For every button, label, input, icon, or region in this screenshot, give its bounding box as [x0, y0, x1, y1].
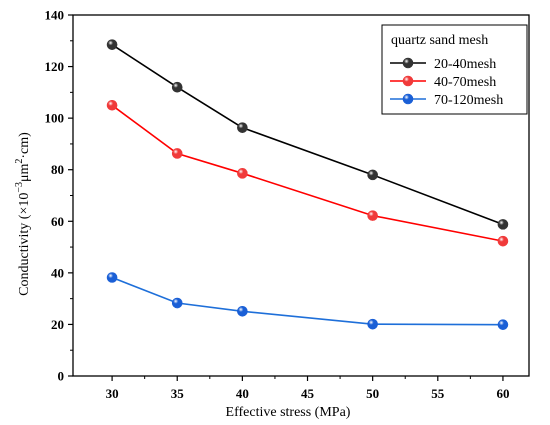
data-point — [171, 148, 183, 159]
data-point — [171, 81, 183, 93]
data-point — [106, 39, 118, 50]
x-tick-label: 40 — [236, 386, 249, 401]
data-point — [497, 235, 509, 247]
data-point — [171, 297, 183, 309]
data-point — [497, 319, 509, 330]
data-point — [106, 99, 118, 111]
x-tick-label: 30 — [106, 386, 119, 401]
legend-marker — [402, 57, 414, 69]
y-tick-label: 0 — [58, 369, 65, 384]
y-axis-ticks: 0 20 40 60 80 100 120 140 — [45, 8, 73, 384]
legend-label: 40-70mesh — [434, 75, 496, 90]
y-tick-label: 100 — [45, 111, 65, 126]
y-tick-label: 140 — [45, 8, 65, 23]
legend-marker — [402, 93, 414, 105]
series-layer — [106, 39, 509, 330]
y-tick-label: 120 — [45, 59, 65, 74]
legend-marker — [402, 75, 414, 87]
series-line-70-120mesh — [111, 276, 503, 326]
x-axis-title: Effective stress (MPa) — [226, 405, 351, 420]
data-point — [367, 318, 378, 330]
legend: quartz sand mesh 20-40mesh 40-70mesh 70-12… — [381, 24, 528, 115]
x-tick-label: 50 — [366, 386, 379, 401]
y-tick-label: 80 — [51, 162, 64, 177]
legend-label: 20-40mesh — [434, 57, 496, 72]
data-point — [106, 272, 118, 283]
x-tick-label: 35 — [171, 386, 185, 401]
y-axis-title: Conductivity (×10−3μm2·cm) — [14, 132, 32, 296]
data-point — [367, 210, 378, 221]
data-point — [367, 169, 378, 181]
data-point — [237, 305, 248, 317]
data-point — [497, 219, 509, 230]
y-tick-label: 20 — [51, 317, 64, 332]
x-tick-label: 55 — [431, 386, 445, 401]
legend-label: 70-120mesh — [434, 93, 503, 108]
y-tick-label: 60 — [51, 214, 64, 229]
y-tick-label: 40 — [51, 265, 64, 280]
legend-title: quartz sand mesh — [391, 33, 488, 48]
series-line-40-70mesh — [111, 104, 504, 242]
x-tick-label: 60 — [496, 386, 509, 401]
x-tick-label: 45 — [301, 386, 315, 401]
data-point — [237, 122, 248, 133]
data-point — [237, 168, 248, 179]
x-axis-ticks: 30 35 40 45 50 55 60 — [106, 376, 509, 401]
